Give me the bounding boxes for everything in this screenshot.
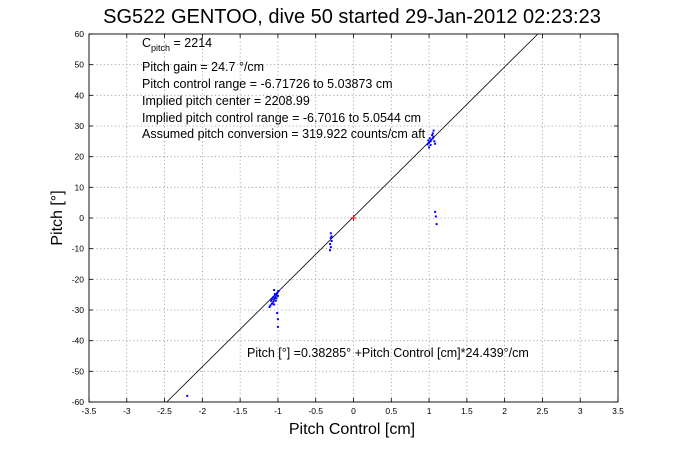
y-tick-label: -50 xyxy=(72,366,85,376)
center-marker xyxy=(350,215,357,221)
y-tick-label: 20 xyxy=(75,152,85,162)
data-point xyxy=(432,129,435,132)
x-tick-label: 1 xyxy=(427,406,432,416)
data-point xyxy=(434,210,437,213)
annotation-block: Cpitch = 2214 Pitch gain = 24.7 °/cm Pit… xyxy=(142,36,529,360)
annotation-c-pitch: Cpitch = 2214 xyxy=(142,36,212,53)
data-point xyxy=(274,295,277,298)
data-point xyxy=(429,144,432,147)
data-point xyxy=(330,240,333,242)
data-point xyxy=(276,312,279,315)
x-tick-labels: -3.5 -3 -2.5 -2 -1.5 -1 -0.5 0 0.5 1 1.5 2 2.5 3 3.5 xyxy=(82,34,624,416)
y-tick-label: -30 xyxy=(72,305,85,315)
data-point xyxy=(270,297,273,300)
data-point xyxy=(277,289,280,292)
x-tick-label: -3.5 xyxy=(82,406,97,416)
y-tick-labels: -60 -50 -40 -30 -20 -10 0 10 20 30 40 50 60 xyxy=(72,29,618,407)
y-tick-label: 50 xyxy=(75,60,85,70)
data-point xyxy=(186,394,189,397)
data-point xyxy=(431,134,434,137)
x-axis-label: Pitch Control [cm] xyxy=(289,421,415,438)
data-point xyxy=(329,246,332,249)
x-tick-label: -3 xyxy=(123,406,131,416)
y-tick-label: 40 xyxy=(75,90,85,100)
annotation-assumed-conversion: Assumed pitch conversion = 319.922 count… xyxy=(142,127,426,141)
data-point xyxy=(273,293,276,296)
data-point xyxy=(272,296,275,299)
data-point xyxy=(428,141,431,144)
x-tick-label: 0.5 xyxy=(385,406,397,416)
data-point xyxy=(273,298,276,301)
data-point xyxy=(434,142,437,145)
data-point xyxy=(268,305,271,308)
data-point xyxy=(273,296,276,299)
data-point xyxy=(276,294,279,297)
y-tick-label: -10 xyxy=(72,244,85,254)
data-point xyxy=(431,132,434,135)
grid-lines xyxy=(89,34,618,402)
y-axis-label: Pitch [°] xyxy=(49,190,66,245)
x-tick-label: 2.5 xyxy=(537,406,549,416)
y-tick-label: -60 xyxy=(72,397,85,407)
data-point xyxy=(431,137,434,140)
data-point xyxy=(275,293,278,296)
data-point xyxy=(272,300,275,303)
chart-title: SG522 GENTOO, dive 50 started 29-Jan-201… xyxy=(103,6,601,28)
annotation-implied-range: Implied pitch control range = -6.7016 to… xyxy=(142,111,421,125)
data-point xyxy=(274,299,277,302)
x-tick-label: 3.5 xyxy=(612,406,624,416)
data-point xyxy=(330,235,333,238)
data-point xyxy=(430,138,433,141)
data-point xyxy=(276,292,279,295)
x-tick-label: -1.5 xyxy=(233,406,248,416)
data-point xyxy=(428,137,431,140)
y-tick-label: -40 xyxy=(72,336,85,346)
data-point xyxy=(329,249,332,252)
data-point xyxy=(434,215,437,218)
data-point xyxy=(273,303,276,306)
y-tick-label: 10 xyxy=(75,182,85,192)
data-point xyxy=(270,299,273,302)
x-tick-label: 1.5 xyxy=(461,406,473,416)
y-tick-label: 30 xyxy=(75,121,85,131)
x-tick-label: 2 xyxy=(502,406,507,416)
data-point xyxy=(429,140,432,143)
data-point xyxy=(273,289,276,292)
annotation-pitch-gain: Pitch gain = 24.7 °/cm xyxy=(142,60,264,74)
y-tick-label: 60 xyxy=(75,29,85,39)
data-point xyxy=(432,135,435,138)
data-points xyxy=(186,129,438,397)
x-tick-label: -0.5 xyxy=(308,406,323,416)
fit-equation-label: Pitch [°] =0.38285° +Pitch Control [cm]*… xyxy=(247,346,529,360)
y-tick-label: -20 xyxy=(72,274,85,284)
x-tick-label: 3 xyxy=(578,406,583,416)
x-tick-label: 0 xyxy=(351,406,356,416)
data-point xyxy=(329,243,332,246)
data-point xyxy=(269,304,272,307)
annotation-implied-center: Implied pitch center = 2208.99 xyxy=(142,94,310,108)
data-point xyxy=(329,232,332,235)
data-point xyxy=(276,318,279,321)
data-point xyxy=(428,146,431,149)
data-point xyxy=(435,223,438,226)
x-tick-label: -1 xyxy=(274,406,282,416)
data-point xyxy=(276,325,279,328)
data-point xyxy=(427,139,430,142)
data-point xyxy=(271,302,274,305)
data-point xyxy=(275,297,278,300)
data-point xyxy=(433,140,436,143)
x-tick-label: -2.5 xyxy=(157,406,172,416)
annotation-control-range: Pitch control range = -6.71726 to 5.0387… xyxy=(142,77,393,91)
x-tick-label: -2 xyxy=(199,406,207,416)
y-tick-label: 0 xyxy=(79,213,84,223)
data-point xyxy=(426,143,429,146)
data-point xyxy=(329,236,332,239)
